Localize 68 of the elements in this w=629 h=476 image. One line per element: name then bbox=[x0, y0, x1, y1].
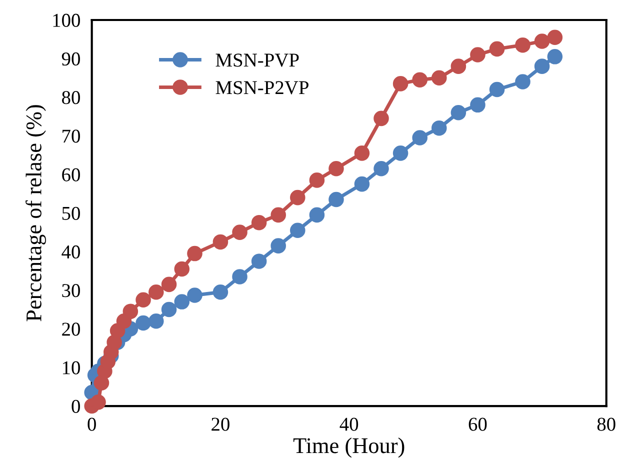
point bbox=[450, 105, 466, 120]
y-axis-title: Percentage of relase (%) bbox=[26, 105, 46, 322]
y-tick-label: 30 bbox=[62, 284, 80, 298]
point bbox=[354, 176, 370, 192]
point bbox=[161, 276, 177, 292]
point bbox=[392, 76, 408, 92]
y-tick-label: 90 bbox=[62, 52, 80, 66]
point bbox=[290, 222, 306, 238]
point bbox=[309, 207, 325, 223]
point bbox=[431, 70, 447, 86]
point bbox=[136, 315, 151, 331]
point bbox=[232, 224, 248, 240]
point bbox=[251, 215, 267, 230]
point bbox=[187, 288, 202, 303]
point bbox=[148, 284, 164, 300]
point bbox=[489, 41, 505, 57]
y-tick-label: 70 bbox=[62, 130, 80, 143]
y-tick-label: 0 bbox=[72, 400, 80, 413]
point bbox=[534, 58, 550, 74]
y-tick-label: 80 bbox=[62, 91, 80, 104]
point bbox=[148, 313, 164, 329]
point bbox=[212, 234, 228, 250]
point bbox=[470, 47, 486, 62]
point bbox=[270, 207, 286, 223]
point bbox=[470, 97, 486, 113]
y-tick-label: 50 bbox=[62, 206, 80, 220]
point bbox=[212, 284, 228, 300]
point bbox=[161, 302, 177, 318]
y-tick-label: 60 bbox=[62, 168, 80, 182]
legend-label: MSN-PVP bbox=[216, 54, 299, 67]
x-tick-label: 0 bbox=[88, 418, 96, 431]
point bbox=[489, 82, 505, 98]
point bbox=[232, 269, 248, 284]
point bbox=[174, 294, 190, 310]
point bbox=[515, 74, 530, 90]
point bbox=[431, 120, 447, 136]
x-tick-label: 80 bbox=[597, 418, 616, 431]
point bbox=[547, 49, 563, 64]
point bbox=[90, 394, 106, 410]
point bbox=[392, 146, 408, 161]
x-axis-title: Time (Hour) bbox=[293, 438, 404, 458]
x-tick-label: 20 bbox=[212, 418, 230, 431]
point bbox=[174, 261, 190, 277]
point bbox=[270, 238, 286, 254]
x-tick-label: 60 bbox=[468, 418, 487, 431]
point bbox=[251, 254, 267, 269]
x-tick-label: 40 bbox=[340, 418, 358, 431]
point bbox=[450, 58, 466, 74]
point bbox=[515, 37, 530, 53]
point bbox=[328, 160, 344, 176]
point bbox=[412, 72, 428, 88]
point bbox=[136, 292, 151, 308]
y-tick-label: 10 bbox=[62, 361, 80, 374]
y-tick-label: 100 bbox=[53, 14, 80, 27]
point bbox=[412, 130, 428, 146]
point bbox=[354, 146, 370, 161]
point bbox=[122, 304, 138, 320]
point bbox=[290, 190, 306, 206]
point bbox=[328, 192, 344, 208]
point bbox=[534, 34, 550, 49]
point bbox=[374, 110, 389, 126]
y-tick-label: 40 bbox=[62, 245, 80, 259]
point bbox=[374, 160, 389, 176]
y-tick-label: 20 bbox=[62, 322, 80, 336]
point bbox=[309, 172, 325, 188]
point bbox=[547, 30, 563, 46]
legend-label: MSN-P2VP bbox=[216, 81, 308, 94]
point bbox=[187, 246, 202, 262]
